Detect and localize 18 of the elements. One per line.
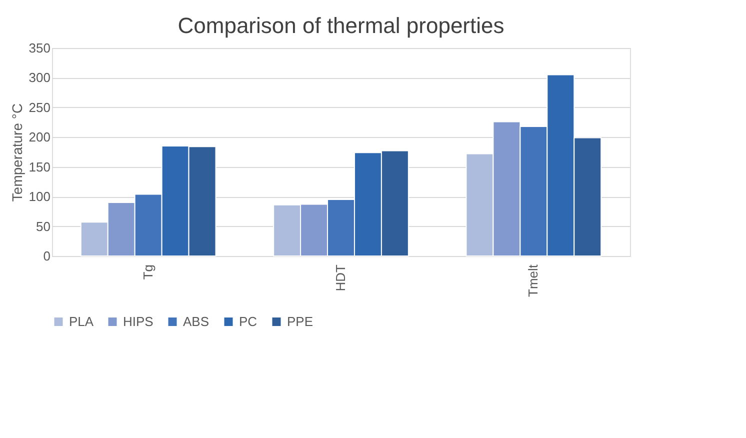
x-tick-label: HDT [333,264,348,292]
legend-label: PLA [69,314,94,329]
legend-label: PC [239,314,258,329]
x-tick-label: Tmelt [526,264,541,297]
chart-title: Comparison of thermal properties [178,13,504,38]
y-tick-label: 150 [28,159,50,174]
x-tick-label: Tg [140,264,156,280]
y-axis-title: Temperature °C [8,103,25,202]
y-tick-label: 50 [36,218,50,234]
y-tick-label: 200 [28,130,50,145]
legend-label: HIPS [123,314,154,329]
y-tick-label: 350 [28,40,50,56]
legend-label: ABS [183,314,210,329]
y-tick-label: 0 [43,248,50,264]
legend-label: PPE [287,314,314,329]
y-tick-label: 100 [28,189,50,204]
y-tick-label: 250 [28,100,50,115]
y-tick-label: 300 [28,70,50,86]
